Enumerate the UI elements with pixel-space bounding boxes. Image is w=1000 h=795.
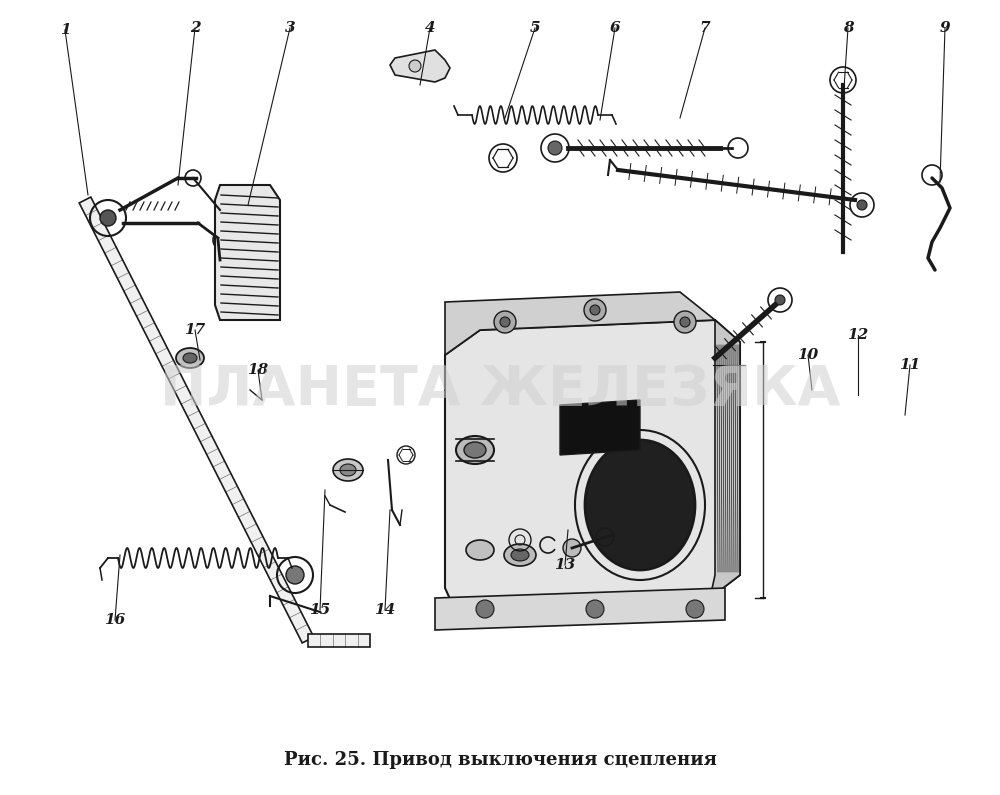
Circle shape — [476, 600, 494, 618]
Circle shape — [548, 141, 562, 155]
Circle shape — [775, 295, 785, 305]
Text: 6: 6 — [610, 21, 620, 35]
Text: 14: 14 — [374, 603, 396, 617]
Text: 9: 9 — [940, 21, 950, 35]
Text: 10: 10 — [797, 348, 819, 362]
Ellipse shape — [333, 459, 363, 481]
Text: 12: 12 — [847, 328, 869, 342]
Text: 8: 8 — [843, 21, 853, 35]
Text: 17: 17 — [184, 323, 206, 337]
Text: 18: 18 — [247, 363, 269, 377]
Polygon shape — [308, 634, 370, 646]
Ellipse shape — [511, 549, 529, 561]
Circle shape — [409, 60, 421, 72]
Text: 2: 2 — [190, 21, 200, 35]
Text: 16: 16 — [104, 613, 126, 627]
Text: 4: 4 — [425, 21, 435, 35]
Ellipse shape — [456, 436, 494, 464]
Polygon shape — [390, 50, 450, 82]
Polygon shape — [215, 185, 280, 320]
Text: ПЛАНЕТА ЖЕЛЕЗЯКА: ПЛАНЕТА ЖЕЛЕЗЯКА — [160, 363, 840, 417]
Circle shape — [857, 200, 867, 210]
Text: 13: 13 — [554, 558, 576, 572]
Circle shape — [590, 305, 600, 315]
Text: 1: 1 — [60, 23, 70, 37]
Text: Рис. 25. Привод выключения сцепления: Рис. 25. Привод выключения сцепления — [284, 751, 716, 769]
Polygon shape — [79, 197, 314, 643]
Polygon shape — [560, 400, 640, 455]
Text: 7: 7 — [700, 21, 710, 35]
Polygon shape — [710, 320, 740, 598]
Circle shape — [674, 311, 696, 333]
Polygon shape — [445, 320, 740, 610]
Ellipse shape — [466, 540, 494, 560]
Polygon shape — [445, 292, 715, 355]
Circle shape — [563, 539, 581, 557]
Ellipse shape — [464, 442, 486, 458]
Circle shape — [100, 210, 116, 226]
Text: 11: 11 — [899, 358, 921, 372]
Ellipse shape — [176, 348, 204, 368]
Circle shape — [500, 317, 510, 327]
Circle shape — [686, 600, 704, 618]
Circle shape — [494, 311, 516, 333]
Ellipse shape — [585, 440, 695, 570]
Circle shape — [286, 566, 304, 584]
Text: 15: 15 — [309, 603, 331, 617]
Ellipse shape — [183, 353, 197, 363]
Text: 5: 5 — [530, 21, 540, 35]
Circle shape — [584, 299, 606, 321]
Ellipse shape — [340, 464, 356, 476]
Polygon shape — [435, 588, 725, 630]
Ellipse shape — [504, 544, 536, 566]
Circle shape — [586, 600, 604, 618]
Text: 3: 3 — [285, 21, 295, 35]
Circle shape — [680, 317, 690, 327]
